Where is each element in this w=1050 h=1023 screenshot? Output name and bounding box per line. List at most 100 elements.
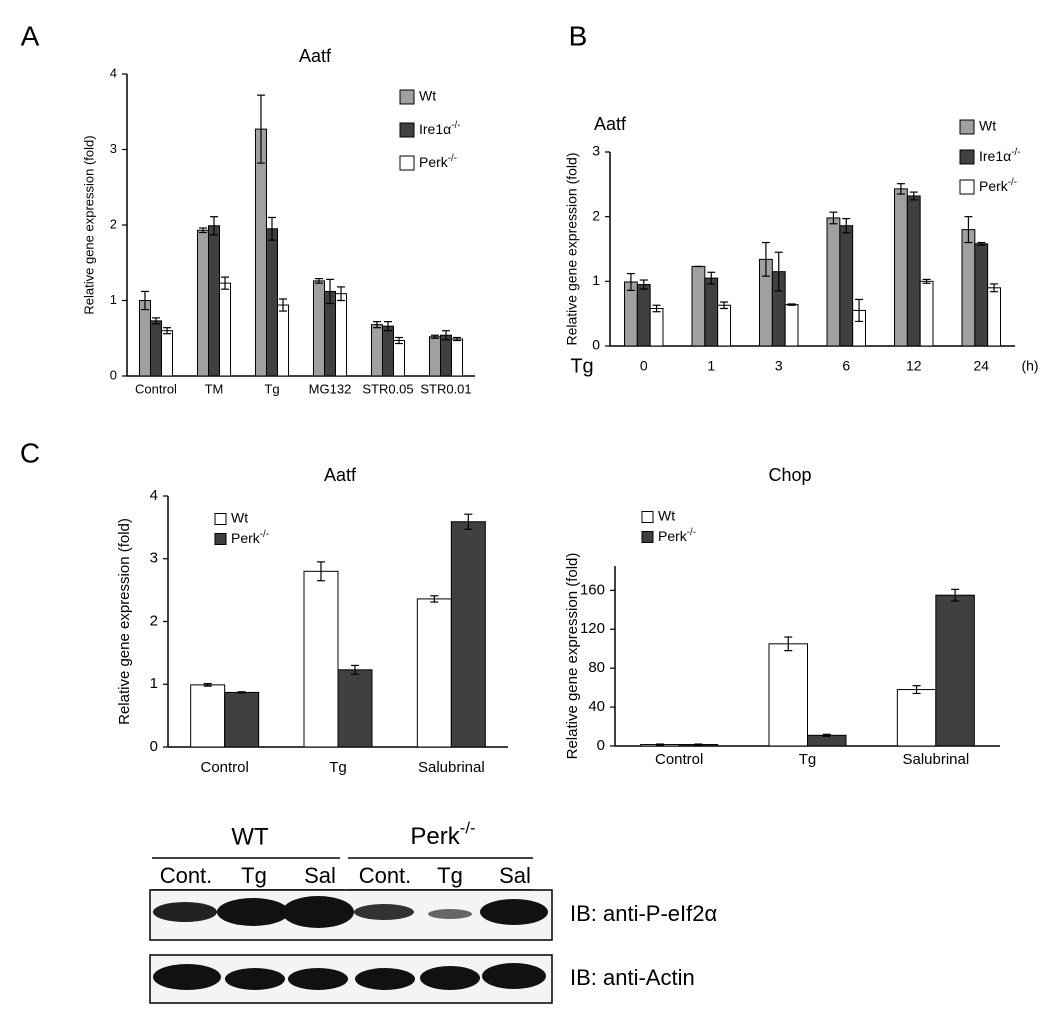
x-tick-label: 12 — [906, 358, 922, 374]
y-tick-label: 2 — [592, 207, 600, 223]
y-tick-label: 160 — [580, 581, 605, 598]
bar — [190, 684, 226, 748]
x-tick-label: STR0.01 — [420, 381, 471, 396]
error-bar — [198, 227, 207, 234]
bar — [961, 229, 976, 347]
error-bar — [774, 251, 783, 292]
bar — [370, 324, 383, 377]
y-tick-label: 0 — [150, 738, 158, 755]
bar — [303, 570, 339, 748]
error-bar — [896, 183, 905, 195]
error-bar — [720, 301, 729, 310]
x-tick-label: 3 — [775, 358, 783, 374]
error-bar — [314, 278, 323, 284]
y-tick-label: 3 — [150, 550, 158, 567]
bar — [224, 691, 260, 748]
legend-swatch — [959, 179, 975, 195]
error-bar — [464, 513, 473, 530]
error-bar — [855, 298, 864, 323]
y-tick-label: 0 — [592, 337, 600, 353]
x-tick-label: MG132 — [309, 381, 352, 396]
legend-swatch — [214, 513, 227, 525]
bar — [323, 290, 337, 377]
error-bar — [822, 733, 831, 737]
bar — [265, 228, 279, 377]
blot-row-label: IB: anti-P-eIf2α — [570, 901, 718, 926]
bar — [935, 594, 975, 747]
error-bar — [951, 588, 960, 602]
error-bar — [922, 278, 931, 284]
bar — [277, 304, 290, 377]
error-bar — [237, 691, 246, 694]
chart: Chop Relative gene expression (fold) 0 40 80… — [564, 465, 1000, 768]
bar — [428, 336, 441, 377]
legend-label: Wt — [231, 510, 248, 526]
error-bar — [639, 279, 648, 290]
error-bar — [203, 683, 212, 687]
x-tick-label: 0 — [640, 358, 648, 374]
bar — [894, 188, 908, 347]
bar — [161, 330, 174, 377]
bar — [896, 689, 937, 747]
error-bar — [210, 216, 218, 236]
x-tick-label: Tg — [329, 759, 347, 776]
legend-swatch — [959, 149, 975, 165]
y-tick-label: 3 — [592, 143, 600, 159]
error-bar — [964, 216, 973, 244]
x-tick-label: Salubrinal — [418, 759, 485, 776]
bar — [416, 598, 452, 748]
legend-label: Wt — [419, 88, 436, 104]
bar — [450, 521, 486, 748]
blot-lane-label: Sal — [304, 863, 336, 888]
error-bar — [395, 336, 404, 345]
y-tick-label: 1 — [592, 272, 600, 288]
x-tick-label: Tg — [799, 751, 817, 768]
panel-label: A — [21, 20, 40, 51]
error-bar — [140, 290, 149, 311]
bar — [439, 334, 453, 377]
chart: Aatf Relative gene expression (fold) 0 1 2 3 4… — [116, 465, 508, 776]
y-tick-label: 3 — [110, 141, 117, 156]
x-tick-label: Salubrinal — [902, 751, 969, 768]
bar — [335, 293, 348, 377]
bar — [704, 277, 719, 347]
error-bar — [761, 241, 770, 277]
legend-label: Wt — [979, 118, 996, 134]
legend-label: Ire1α-/- — [979, 147, 1020, 164]
error-bar — [430, 595, 439, 603]
y-tick-label: 4 — [110, 65, 117, 80]
error-bar — [784, 636, 793, 652]
error-bar — [256, 94, 265, 164]
y-tick-label: 0 — [597, 737, 605, 754]
legend-label: Perk-/- — [658, 527, 696, 544]
error-bar — [626, 272, 635, 291]
error-bar — [453, 336, 462, 342]
y-tick-label: 120 — [580, 620, 605, 637]
y-tick-label: 0 — [110, 367, 117, 382]
panel-label: C — [20, 437, 40, 468]
bar — [196, 229, 209, 377]
bar — [974, 243, 989, 347]
error-bar — [326, 278, 334, 305]
y-tick-label: 2 — [110, 216, 117, 231]
bar — [337, 669, 373, 748]
y-axis-label: Relative gene expression (fold) — [116, 518, 133, 725]
bar — [312, 280, 325, 377]
bar — [393, 340, 406, 377]
blot-lane-label: Cont. — [160, 863, 213, 888]
blot-lane-label: Cont. — [359, 863, 412, 888]
y-tick-label: 40 — [588, 698, 605, 715]
error-bar — [829, 211, 838, 225]
x-tick-label: Control — [200, 759, 248, 776]
bar — [381, 325, 395, 377]
error-bar — [977, 241, 986, 246]
error-bar — [694, 743, 703, 746]
error-bar — [337, 286, 346, 302]
blot-lane-label: Tg — [437, 863, 463, 888]
error-bar — [152, 317, 160, 325]
bar — [807, 734, 847, 747]
error-bar — [842, 218, 851, 234]
bar — [839, 225, 854, 347]
error-bar — [652, 304, 661, 313]
